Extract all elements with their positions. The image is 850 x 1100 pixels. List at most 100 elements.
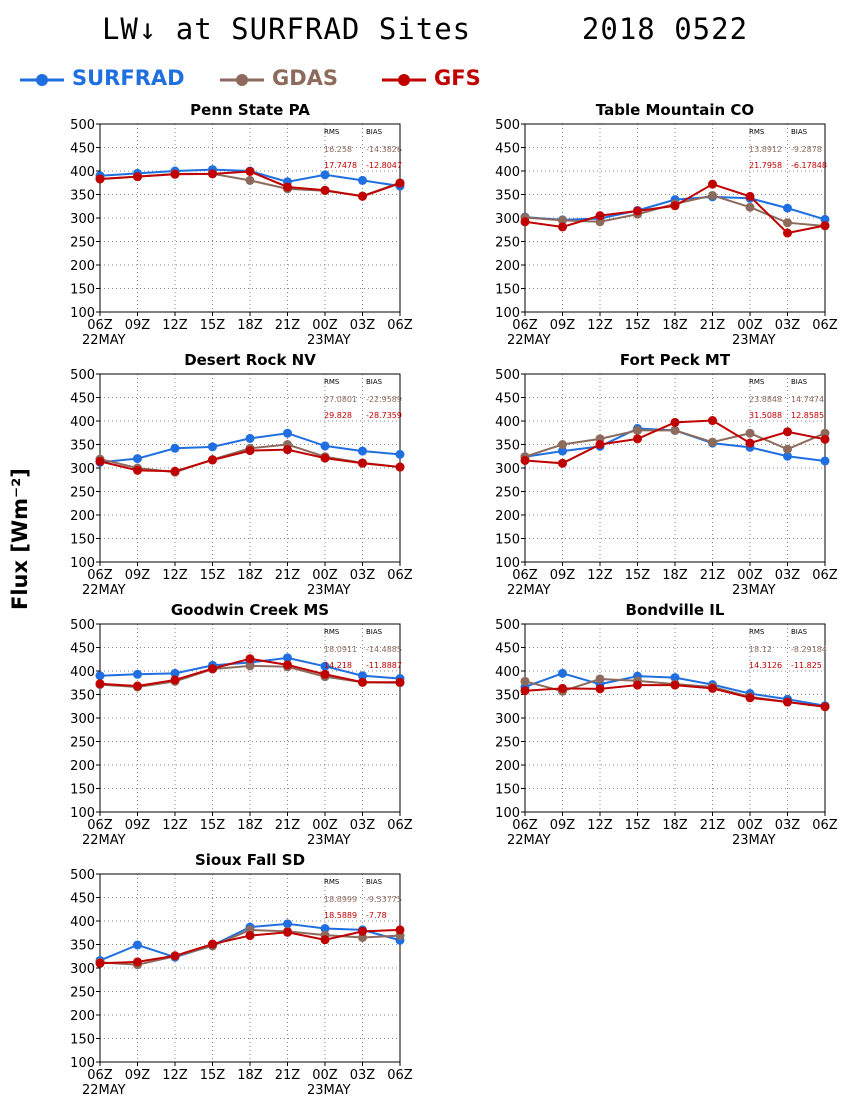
stats-header-bias: BIAS	[366, 628, 383, 636]
gdas-bias: -9.2878	[791, 145, 822, 154]
y-tick-label: 500	[495, 618, 520, 633]
data-point-surfrad	[170, 443, 180, 453]
data-point-gdas	[783, 444, 792, 454]
x-tick-label: 06Z	[87, 318, 113, 333]
data-point-surfrad	[320, 924, 330, 934]
data-point-gfs	[783, 697, 792, 707]
y-tick-label: 350	[495, 189, 520, 204]
y-tick-label: 350	[70, 939, 95, 954]
x-tick-label: 03Z	[775, 568, 801, 583]
gdas-rms: 16.258	[324, 145, 352, 154]
data-point-gfs	[95, 174, 105, 184]
gdas-rms: 27.0801	[324, 395, 357, 404]
date-label: 23MAY	[307, 583, 351, 598]
gdas-bias: -14.4885	[366, 645, 402, 654]
legend-marker-gdas	[220, 74, 264, 86]
data-point-surfrad	[320, 661, 330, 671]
legend: SURFRAD GDAS GFS	[18, 64, 618, 96]
data-point-surfrad	[395, 449, 405, 459]
gfs-rms: 18.5889	[324, 911, 357, 920]
data-point-gdas	[745, 202, 755, 212]
chart-panel: Bondville IL 100 150 200 250 300 350 400 450 500 0…	[495, 601, 838, 848]
data-point-gfs	[245, 166, 255, 176]
gfs-bias: -12.8047	[366, 161, 402, 170]
date-label: 22MAY	[82, 833, 126, 848]
data-point-gfs	[358, 677, 367, 687]
data-point-gfs	[395, 925, 405, 935]
y-tick-label: 300	[495, 462, 520, 477]
date-label: 22MAY	[507, 833, 551, 848]
y-tick-label: 100	[495, 556, 520, 571]
data-point-surfrad	[283, 653, 292, 663]
data-point-gfs	[320, 669, 330, 679]
data-point-gfs	[820, 434, 830, 444]
panel-title: Bondville IL	[626, 601, 725, 619]
x-tick-label: 15Z	[200, 568, 226, 583]
stats-header-rms: RMS	[324, 378, 340, 386]
chart-panel: Sioux Fall SD 100 150 200 250 300 350 400 450 500…	[70, 851, 413, 1098]
y-tick-label: 500	[70, 868, 95, 883]
gfs-bias: -7.78	[366, 911, 387, 920]
y-tick-label: 250	[70, 486, 95, 501]
data-point-gfs	[745, 191, 755, 201]
data-point-gdas	[595, 674, 605, 684]
y-tick-label: 300	[70, 212, 95, 227]
x-tick-label: 06Z	[87, 818, 113, 833]
y-tick-label: 150	[70, 1033, 95, 1048]
data-point-gfs	[633, 680, 642, 690]
data-point-gfs	[520, 455, 530, 465]
y-tick-label: 150	[495, 283, 520, 298]
x-tick-label: 06Z	[87, 568, 113, 583]
date-label: 22MAY	[82, 333, 126, 348]
x-tick-label: 21Z	[275, 568, 301, 583]
stats-header-rms: RMS	[749, 378, 765, 386]
y-tick-label: 350	[70, 439, 95, 454]
chart-panel: Desert Rock NV 100 150 200 250 300 350 400 450 50…	[70, 351, 413, 598]
y-tick-label: 200	[70, 259, 95, 274]
data-point-surfrad	[320, 170, 330, 180]
data-point-surfrad	[670, 673, 680, 683]
y-tick-label: 500	[70, 618, 95, 633]
data-point-gfs	[558, 683, 567, 693]
data-point-gfs	[95, 958, 105, 968]
y-tick-label: 450	[70, 642, 95, 657]
data-point-gfs	[170, 951, 180, 961]
y-tick-label: 100	[70, 1056, 95, 1071]
x-tick-label: 18Z	[237, 318, 263, 333]
data-point-surfrad	[320, 441, 330, 451]
data-point-gfs	[320, 453, 330, 463]
gfs-bias: 12.8585	[791, 411, 824, 420]
y-tick-label: 400	[70, 915, 95, 930]
x-tick-label: 06Z	[512, 568, 538, 583]
legend-label-gfs: GFS	[434, 66, 481, 90]
data-point-surfrad	[133, 454, 142, 464]
data-point-gfs	[670, 417, 680, 427]
gdas-rms: 13.8912	[749, 145, 782, 154]
x-tick-label: 12Z	[587, 818, 613, 833]
x-tick-label: 09Z	[125, 1068, 151, 1083]
gdas-bias: -14.3826	[366, 145, 402, 154]
x-tick-label: 03Z	[350, 568, 376, 583]
y-tick-label: 200	[495, 509, 520, 524]
x-tick-label: 06Z	[512, 318, 538, 333]
stats-header-bias: BIAS	[366, 878, 383, 886]
data-point-surfrad	[358, 175, 367, 185]
x-tick-label: 00Z	[312, 1068, 338, 1083]
gfs-bias: -6.17848	[791, 161, 827, 170]
y-tick-label: 150	[495, 783, 520, 798]
gfs-rms: 21.7958	[749, 161, 782, 170]
page-title: LW↓ at SURFRAD Sites 2018 0522	[0, 12, 850, 46]
panel-title: Table Mountain CO	[596, 101, 754, 119]
data-point-gdas	[245, 175, 255, 185]
y-tick-label: 400	[70, 665, 95, 680]
y-tick-label: 200	[70, 509, 95, 524]
x-tick-label: 06Z	[812, 818, 838, 833]
x-tick-label: 06Z	[812, 568, 838, 583]
data-point-gfs	[320, 185, 330, 195]
data-point-surfrad	[95, 671, 105, 681]
y-tick-label: 400	[495, 665, 520, 680]
data-point-gfs	[358, 458, 367, 468]
data-point-gfs	[708, 416, 717, 426]
stats-header-bias: BIAS	[791, 128, 808, 136]
